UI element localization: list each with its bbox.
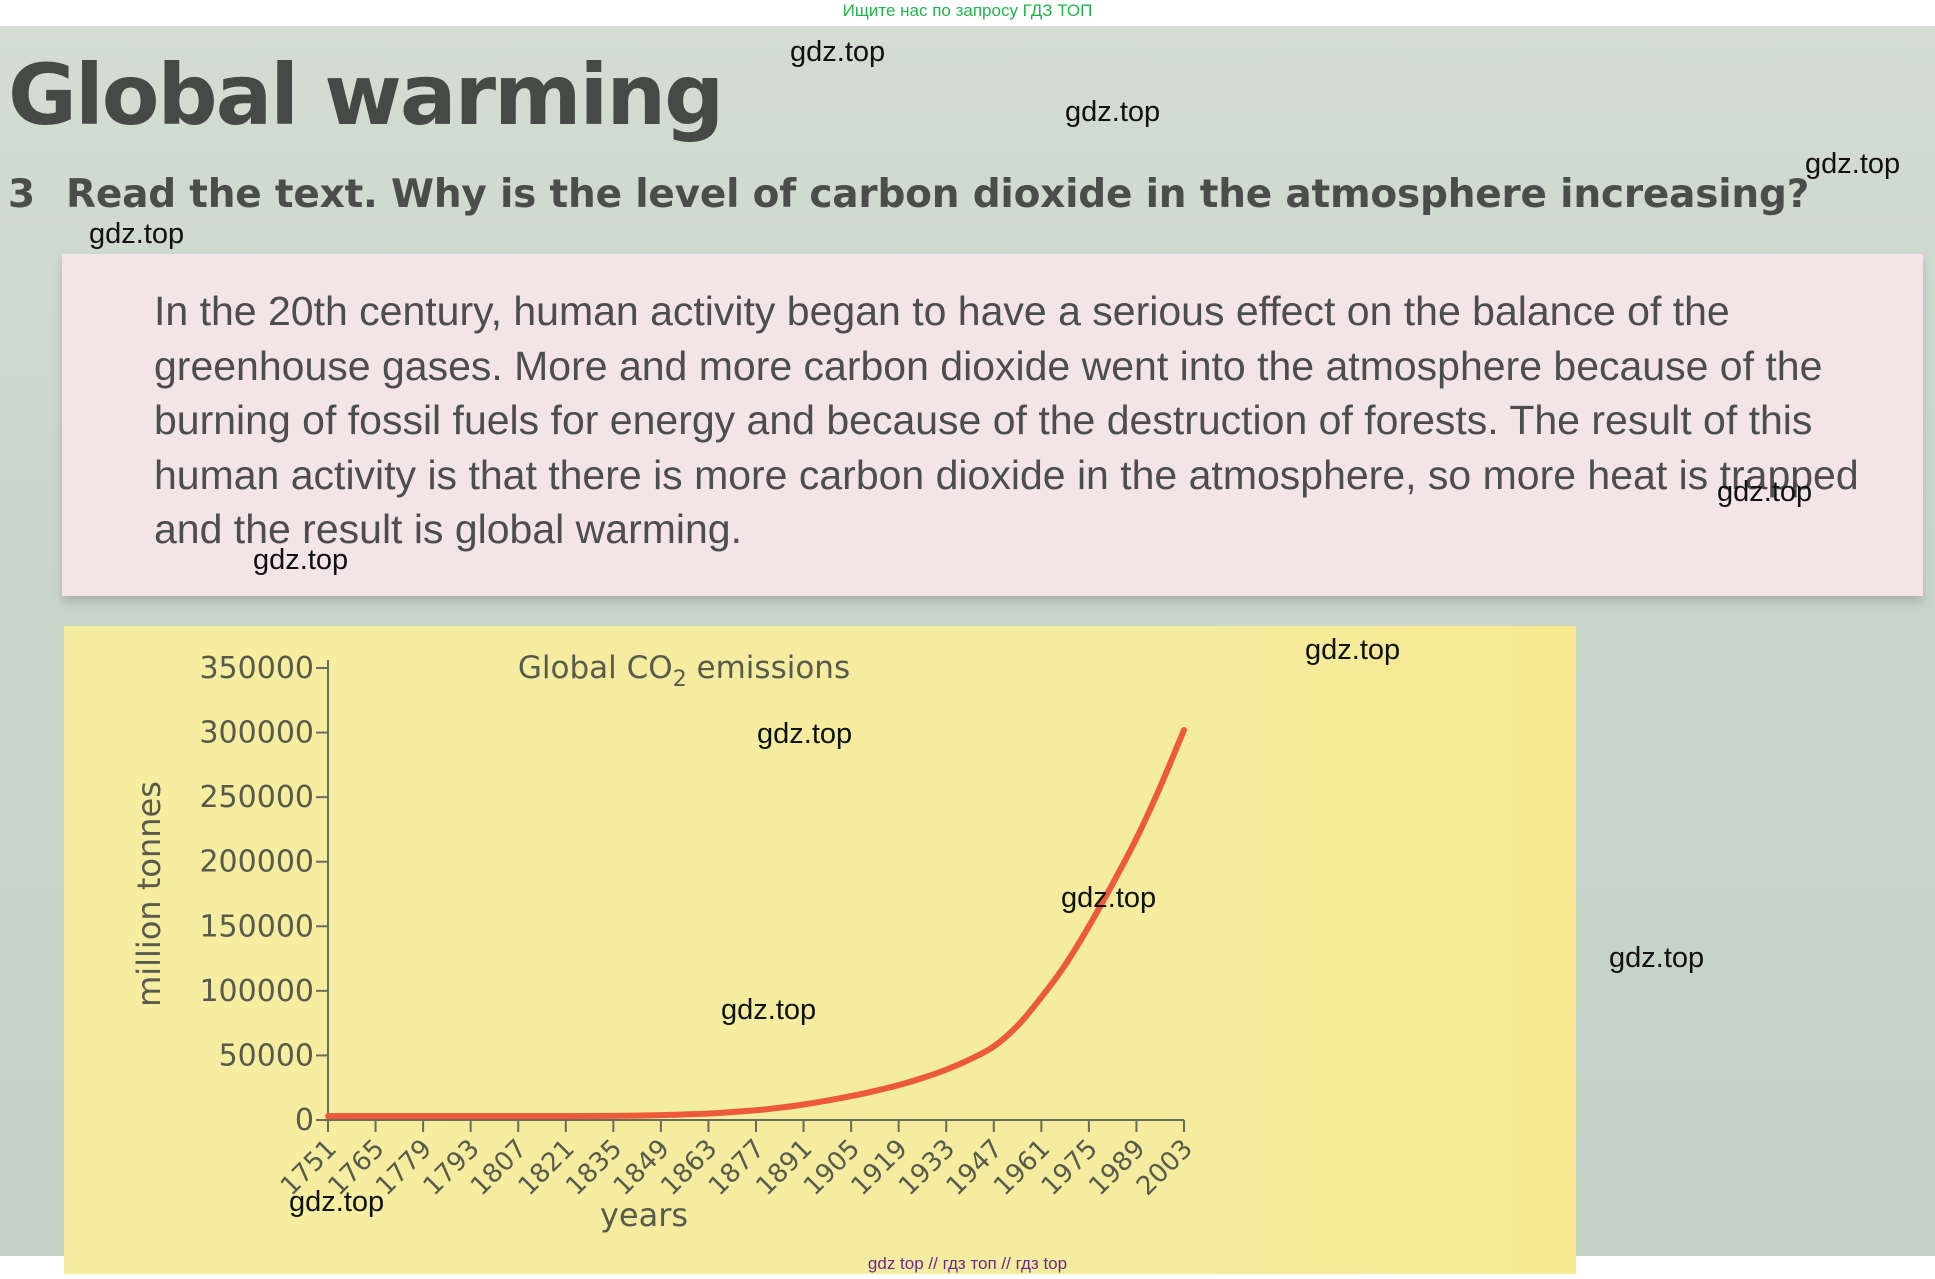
watermark: gdz.top xyxy=(253,544,349,576)
y-tick-label: 100000 xyxy=(199,974,314,1009)
reading-passage: In the 20th century, human activity bega… xyxy=(154,288,1859,552)
watermark: gdz.top xyxy=(1609,942,1705,974)
y-axis-label: million tonnes xyxy=(130,781,168,1007)
y-tick-label: 350000 xyxy=(199,651,314,686)
watermark: gdz.top xyxy=(790,36,886,68)
bottom-banner: gdz top // гдз топ // гдз top xyxy=(867,1254,1068,1273)
exercise-text: Read the text. Why is the level of carbo… xyxy=(66,172,1810,217)
watermark: gdz.top xyxy=(1717,476,1813,508)
y-tick-label: 150000 xyxy=(199,909,314,944)
y-tick-label: 250000 xyxy=(199,780,314,815)
watermark: gdz.top xyxy=(1305,634,1401,666)
watermark: gdz.top xyxy=(757,718,853,750)
y-tick-label: 0 xyxy=(295,1103,314,1138)
exercise-question: 3 Read the text. Why is the level of carb… xyxy=(8,172,1809,217)
y-tick-label: 200000 xyxy=(199,845,314,880)
textbook-page: Global warming 3 Read the text. Why is th… xyxy=(0,26,1935,1274)
exercise-number: 3 xyxy=(8,172,35,217)
chart-title: Global CO2 emissions xyxy=(518,650,850,692)
co2-emissions-line xyxy=(325,727,1187,1120)
watermark: gdz.top xyxy=(1805,148,1901,180)
top-banner: Ищите нас по запросу ГДЗ ТОП xyxy=(842,1,1093,20)
co2-emissions-chart: 0 50000 100000 150000 200000 250000 300000 3500… xyxy=(130,650,1199,1234)
watermark: gdz.top xyxy=(1061,882,1157,914)
watermark: gdz.top xyxy=(289,1186,385,1218)
chart-panel: 0 50000 100000 150000 200000 250000 300000 3500… xyxy=(64,626,1576,1274)
reading-passage-box: In the 20th century, human activity bega… xyxy=(62,254,1923,596)
x-axis-label: years xyxy=(600,1196,688,1234)
page-title: Global warming xyxy=(8,46,724,144)
y-tick-label: 50000 xyxy=(219,1038,314,1073)
y-tick-label: 300000 xyxy=(199,716,314,751)
watermark: gdz.top xyxy=(1065,96,1161,128)
watermark: gdz.top xyxy=(721,994,817,1026)
watermark: gdz.top xyxy=(89,218,185,250)
x-tick-label: 2003 xyxy=(1131,1134,1199,1202)
